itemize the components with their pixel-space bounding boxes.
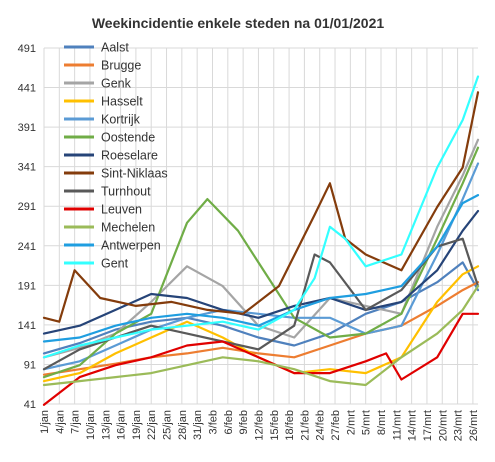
x-tick-label: 7/jan xyxy=(70,410,82,434)
x-tick-label: 15/feb xyxy=(269,410,281,441)
x-tick-label: 22/jan xyxy=(146,410,158,440)
x-tick-label: 31/jan xyxy=(192,410,204,440)
series-line-antwerpen xyxy=(42,194,480,343)
y-tick-label: 291 xyxy=(18,201,36,213)
legend-label-kortrijk: Kortrijk xyxy=(101,113,141,127)
x-tick-label: 9/feb xyxy=(238,410,250,434)
y-tick-label: 41 xyxy=(24,399,36,411)
legend-label-genk: Genk xyxy=(101,77,132,91)
x-tick-label: 19/jan xyxy=(131,410,143,440)
x-tick-label: 10/jan xyxy=(85,410,97,440)
legend-label-antwerpen: Antwerpen xyxy=(101,239,161,253)
legend-label-leuven: Leuven xyxy=(101,203,142,217)
series-line-kortrijk xyxy=(42,162,480,371)
legend: Aalst Brugge Genk Hasselt Kortrijk Oostende Ro… xyxy=(64,41,168,271)
x-tick-label: 28/jan xyxy=(177,410,189,440)
x-tick-label: 11/mrt xyxy=(391,410,403,440)
y-tick-label: 491 xyxy=(18,43,36,55)
legend-label-turnhout: Turnhout xyxy=(101,185,151,199)
x-tick-label: 26/mrt xyxy=(468,410,480,441)
legend-label-mechelen: Mechelen xyxy=(101,221,155,235)
x-tick-label: 1/jan xyxy=(39,410,51,434)
x-tick-label: 4/jan xyxy=(54,410,66,434)
series-line-roeselare xyxy=(42,209,480,335)
x-tick-label: 2/mrt xyxy=(345,410,357,435)
x-tick-label: 23/mrt xyxy=(453,410,465,441)
x-tick-label: 25/jan xyxy=(162,410,174,440)
y-axis: 41 91 141 191 241 291 341 391 441 491 xyxy=(18,43,36,411)
x-tick-label: 8/mrt xyxy=(376,410,388,435)
y-tick-label: 191 xyxy=(18,280,36,292)
y-tick-label: 241 xyxy=(18,241,36,253)
x-tick-label: 13/jan xyxy=(100,410,112,440)
y-tick-label: 341 xyxy=(18,162,36,174)
legend-label-hasselt: Hasselt xyxy=(101,95,143,109)
x-tick-label: 16/jan xyxy=(116,410,128,440)
y-tick-label: 141 xyxy=(18,320,36,332)
x-tick-label: 3/feb xyxy=(207,410,219,434)
legend-label-sint-niklaas: Sint-Niklaas xyxy=(101,167,168,181)
x-tick-label: 14/mrt xyxy=(407,410,419,441)
y-tick-label: 391 xyxy=(18,122,36,134)
series-lines xyxy=(42,75,480,406)
series-line-oostende xyxy=(42,146,480,379)
legend-label-roeselare: Roeselare xyxy=(101,149,158,163)
x-tick-label: 12/feb xyxy=(253,410,265,441)
legend-label-oostende: Oostende xyxy=(101,131,155,145)
series-line-genk xyxy=(42,138,480,359)
legend-label-brugge: Brugge xyxy=(101,59,141,73)
series-line-gent xyxy=(42,75,480,359)
x-tick-label: 20/mrt xyxy=(437,410,449,441)
x-tick-label: 21/feb xyxy=(299,410,311,441)
x-tick-label: 27/feb xyxy=(330,410,342,441)
legend-label-gent: Gent xyxy=(101,257,129,271)
x-tick-label: 18/feb xyxy=(284,410,296,441)
series-line-sint-niklaas xyxy=(42,91,480,323)
chart-title: Weekincidentie enkele steden na 01/01/20… xyxy=(92,15,385,31)
y-tick-label: 91 xyxy=(24,359,36,371)
legend-label-aalst: Aalst xyxy=(101,41,129,55)
series-line-mechelen xyxy=(42,285,480,387)
x-tick-label: 6/feb xyxy=(223,410,235,434)
x-axis: 1/jan 4/jan 7/jan 10/jan 13/jan 16/jan 19/jan 2… xyxy=(39,410,480,441)
x-tick-label: 17/mrt xyxy=(422,410,434,441)
x-tick-label: 5/mrt xyxy=(361,410,373,435)
y-tick-label: 441 xyxy=(18,83,36,95)
series-line-leuven xyxy=(42,312,480,406)
x-tick-label: 24/feb xyxy=(315,410,327,441)
